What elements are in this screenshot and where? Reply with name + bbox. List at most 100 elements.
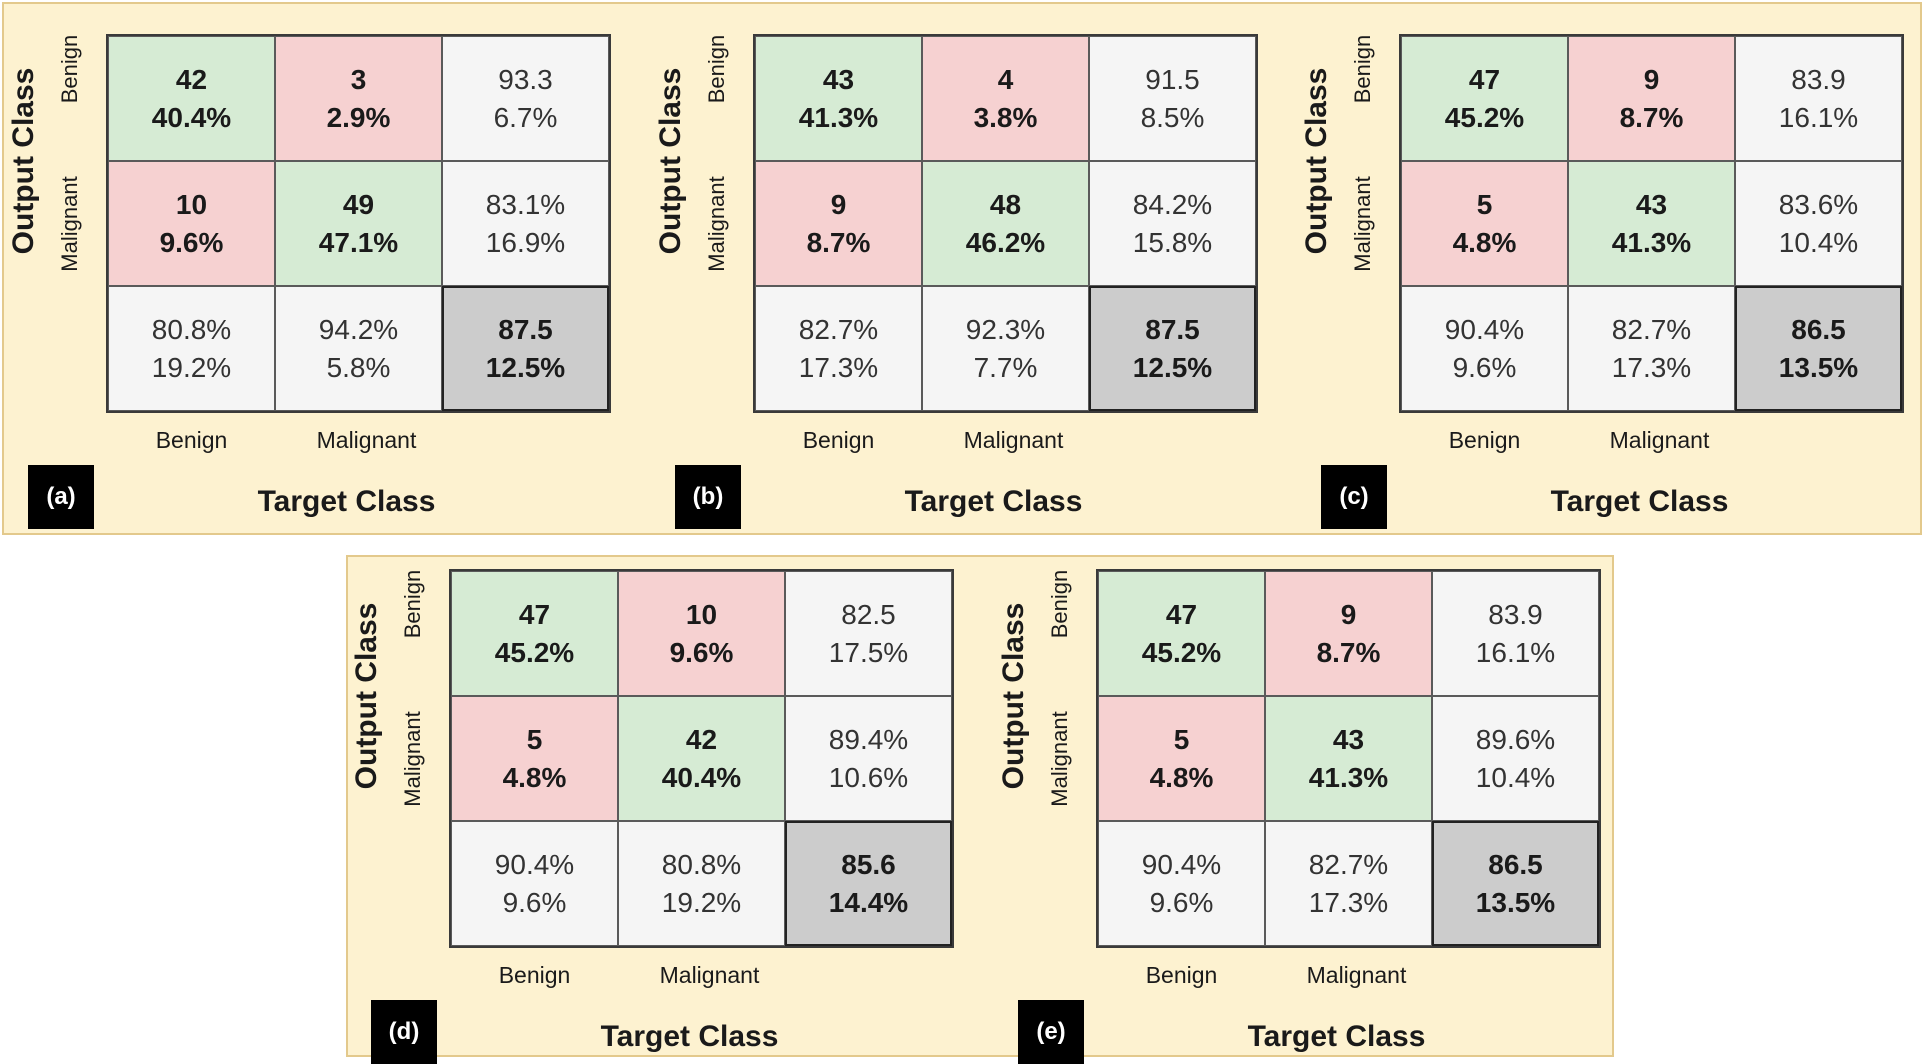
y-axis-title: Output Class [654, 67, 687, 255]
matrix-cell-r1-c2: 89.6% 10.4% [1432, 696, 1599, 821]
cell-count: 83.6% [1778, 188, 1859, 220]
cell-percent: 7.7% [973, 351, 1038, 383]
cell-count: 86.5 [1791, 313, 1846, 345]
cell-count: 4 [997, 63, 1014, 95]
row-label-benign: Benign [400, 569, 425, 638]
matrix-cell-r2-c0: 82.7% 17.3% [755, 286, 922, 411]
matrix-cell-r2-c2: 85.6 14.4% [785, 821, 952, 946]
cell-percent: 9.6% [669, 636, 734, 668]
cell-percent: 10.4% [1778, 226, 1859, 258]
cell-percent: 16.1% [1778, 101, 1859, 133]
cell-percent: 3.8% [973, 101, 1038, 133]
matrix-cell-r2-c1: 94.2% 5.8% [275, 286, 442, 411]
col-label-benign: Benign [498, 962, 571, 988]
matrix-cell-r1-c1: 42 40.4% [618, 696, 785, 821]
cell-count: 82.5 [841, 598, 896, 630]
matrix-cell-r0-c2: 82.5 17.5% [785, 571, 952, 696]
y-axis-title: Output Class [350, 602, 383, 790]
matrix-cell-r0-c1: 9 8.7% [1265, 571, 1432, 696]
matrix-cell-r2-c2: 87.5 12.5% [442, 286, 609, 411]
y-axis-title: Output Class [7, 67, 40, 255]
cell-percent: 19.2% [661, 886, 742, 918]
matrix-cell-r0-c2: 83.9 16.1% [1432, 571, 1599, 696]
matrix-cell-r1-c0: 10 9.6% [108, 161, 275, 286]
cell-count: 47 [1468, 63, 1501, 95]
matrix-cell-r0-c0: 43 41.3% [755, 36, 922, 161]
cell-count: 93.3 [498, 63, 553, 95]
cell-percent: 19.2% [151, 351, 232, 383]
row-label-malignant: Malignant [1047, 710, 1072, 807]
cell-count: 42 [685, 723, 718, 755]
cell-percent: 9.6% [1452, 351, 1517, 383]
cell-count: 10 [685, 598, 718, 630]
row-label-benign: Benign [57, 34, 82, 103]
cell-count: 42 [175, 63, 208, 95]
matrix-cell-r1-c0: 5 4.8% [1098, 696, 1265, 821]
cell-percent: 5.8% [326, 351, 391, 383]
cell-count: 10 [175, 188, 208, 220]
cell-count: 9 [1340, 598, 1357, 630]
cell-percent: 8.5% [1140, 101, 1205, 133]
cell-percent: 13.5% [1778, 351, 1859, 383]
cell-percent: 8.7% [806, 226, 871, 258]
matrix-cell-r2-c0: 80.8% 19.2% [108, 286, 275, 411]
cell-percent: 4.8% [1452, 226, 1517, 258]
matrix-cell-r0-c2: 91.5 8.5% [1089, 36, 1256, 161]
confusion-matrix-grid: 42 40.4% 3 2.9% 93.3 6.7% 10 9.6% 49 47.1% 83.1% 16… [106, 34, 611, 413]
cell-count: 84.2% [1132, 188, 1213, 220]
cell-count: 80.8% [661, 848, 742, 880]
cell-count: 83.9 [1791, 63, 1846, 95]
cell-percent: 16.1% [1475, 636, 1556, 668]
matrix-cell-r1-c0: 9 8.7% [755, 161, 922, 286]
panel-tag: (c) [1321, 465, 1387, 529]
cell-percent: 6.7% [493, 101, 558, 133]
matrix-cell-r0-c1: 3 2.9% [275, 36, 442, 161]
matrix-cell-r2-c2: 87.5 12.5% [1089, 286, 1256, 411]
cell-count: 86.5 [1488, 848, 1543, 880]
matrix-cell-r0-c0: 47 45.2% [1098, 571, 1265, 696]
row-label-malignant: Malignant [57, 175, 82, 272]
cell-percent: 41.3% [798, 101, 879, 133]
cell-count: 82.7% [1611, 313, 1692, 345]
row-label-malignant: Malignant [1350, 175, 1375, 272]
cell-count: 85.6 [841, 848, 896, 880]
col-label-malignant: Malignant [963, 427, 1064, 453]
matrix-cell-r2-c2: 86.5 13.5% [1735, 286, 1902, 411]
cell-count: 92.3% [965, 313, 1046, 345]
cell-percent: 8.7% [1619, 101, 1684, 133]
matrix-cell-r2-c1: 80.8% 19.2% [618, 821, 785, 946]
matrix-cell-r0-c1: 10 9.6% [618, 571, 785, 696]
cell-percent: 16.9% [485, 226, 566, 258]
y-axis-title: Output Class [1300, 67, 1333, 255]
col-label-benign: Benign [802, 427, 875, 453]
cell-count: 47 [518, 598, 551, 630]
matrix-cell-r1-c0: 5 4.8% [451, 696, 618, 821]
x-axis-title: Target Class [1550, 485, 1729, 518]
cell-count: 91.5 [1145, 63, 1200, 95]
cell-count: 87.5 [498, 313, 553, 345]
cell-percent: 15.8% [1132, 226, 1213, 258]
cell-percent: 12.5% [485, 351, 566, 383]
cell-percent: 45.2% [494, 636, 575, 668]
cell-count: 82.7% [798, 313, 879, 345]
matrix-cell-r1-c2: 83.6% 10.4% [1735, 161, 1902, 286]
col-label-benign: Benign [155, 427, 228, 453]
cell-percent: 9.6% [502, 886, 567, 918]
cell-percent: 47.1% [318, 226, 399, 258]
panel-tag: (a) [28, 465, 94, 529]
matrix-cell-r0-c2: 93.3 6.7% [442, 36, 609, 161]
panel-tag: (e) [1018, 1000, 1084, 1064]
cell-percent: 45.2% [1444, 101, 1525, 133]
row-label-benign: Benign [1047, 569, 1072, 638]
matrix-cell-r1-c2: 83.1% 16.9% [442, 161, 609, 286]
confusion-matrix-grid: 47 45.2% 10 9.6% 82.5 17.5% 5 4.8% 42 40.4% 89.4% 1… [449, 569, 954, 948]
cell-count: 48 [989, 188, 1022, 220]
matrix-cell-r2-c1: 92.3% 7.7% [922, 286, 1089, 411]
cell-count: 89.4% [828, 723, 909, 755]
matrix-cell-r2-c2: 86.5 13.5% [1432, 821, 1599, 946]
matrix-cell-r1-c2: 84.2% 15.8% [1089, 161, 1256, 286]
cell-count: 49 [342, 188, 375, 220]
cell-count: 94.2% [318, 313, 399, 345]
cell-percent: 12.5% [1132, 351, 1213, 383]
matrix-cell-r2-c1: 82.7% 17.3% [1568, 286, 1735, 411]
